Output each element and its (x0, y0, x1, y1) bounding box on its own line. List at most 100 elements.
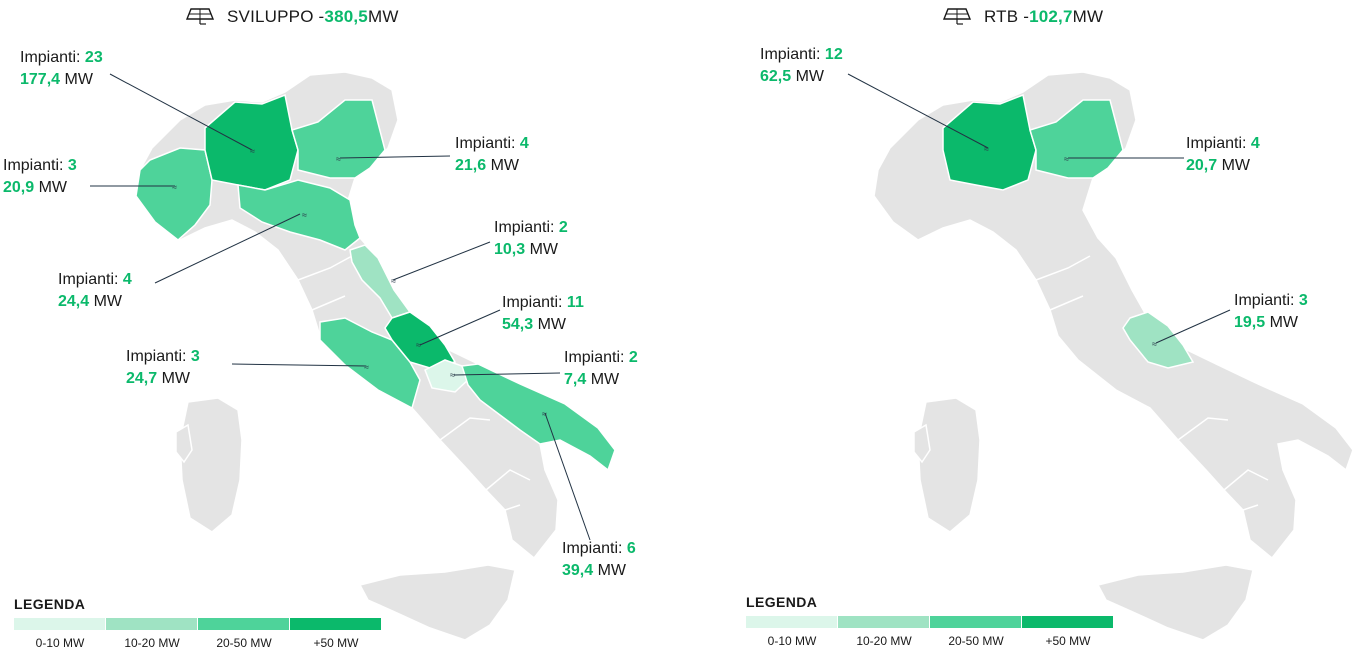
right-map: ≈ ≈ ≈ (847, 71, 1354, 641)
right-title-value: 102,7 (1029, 7, 1073, 26)
callout-unit: MW (791, 68, 825, 85)
solar-marker-icon: ≈ (172, 182, 177, 192)
legend-swatch (106, 618, 197, 630)
callout-impianti: 3 (190, 348, 200, 365)
right-leader-lines (847, 73, 1231, 344)
callout-label: Impianti: (562, 540, 627, 557)
callout-unit: MW (486, 157, 520, 174)
callout-mw: 54,3 (502, 316, 534, 333)
left-region-piemonte[interactable] (135, 147, 213, 241)
legend-label: 0-10 MW (35, 636, 85, 650)
callout-mw: 24,7 (126, 370, 158, 387)
callout-unit: MW (1217, 157, 1251, 174)
callout-impianti: 6 (626, 540, 636, 557)
legend-label: 20-50 MW (948, 634, 1004, 648)
right-title-prefix: RTB - (984, 7, 1030, 26)
solar-marker-icon: ≈ (416, 340, 421, 350)
left-region-veneto[interactable] (291, 99, 386, 179)
callout-label: Impianti: (455, 135, 520, 152)
right-title-unit: MW (1072, 7, 1104, 26)
callout-puglia: Impianti: 6 39,4 MW (562, 538, 636, 582)
callout-emilia-romagna: Impianti: 4 24,4 MW (58, 269, 132, 313)
callout-unit: MW (1265, 314, 1299, 331)
callout-impianti: 4 (1250, 135, 1260, 152)
callout-label: Impianti: (494, 219, 559, 236)
left-title-value: 380,5 (324, 7, 368, 26)
callout-label: Impianti: (564, 349, 629, 366)
callout-lazio: Impianti: 3 24,7 MW (126, 346, 200, 390)
callout-mw: 10,3 (494, 241, 526, 258)
solar-panel-icon (942, 8, 972, 25)
right-legend: LEGENDA 0-10 MW 10-20 MW 20-50 MW +50 MW (746, 594, 1114, 648)
left-region-lazio[interactable] (319, 317, 421, 410)
solar-marker-icon: ≈ (984, 144, 989, 154)
callout-mw: 21,6 (455, 157, 487, 174)
callout-mw: 177,4 (20, 71, 61, 88)
callout-mw: 19,5 (1234, 314, 1266, 331)
callout-unit: MW (525, 241, 559, 258)
solar-marker-icon: ≈ (336, 154, 341, 164)
legend-swatch (290, 618, 381, 630)
legend-label: +50 MW (1045, 634, 1091, 648)
callout-unit: MW (157, 370, 191, 387)
left-region-lombardia[interactable] (204, 93, 299, 191)
callout-mw: 20,7 (1186, 157, 1218, 174)
right-region-lombardia[interactable] (942, 93, 1037, 191)
callout-label: Impianti: (1186, 135, 1251, 152)
callout-unit: MW (89, 293, 123, 310)
callout-impianti: 4 (519, 135, 529, 152)
legend-label: 10-20 MW (124, 636, 180, 650)
callout-mw: 39,4 (562, 562, 594, 579)
callout-mw: 20,9 (3, 179, 35, 196)
callout-unit: MW (586, 371, 620, 388)
callout-impianti: 23 (84, 49, 103, 66)
callout-label: Impianti: (760, 46, 825, 63)
legend-labels: 0-10 MW 10-20 MW 20-50 MW +50 MW (14, 636, 382, 650)
callout-molise: Impianti: 2 7,4 MW (564, 347, 638, 391)
left-title-prefix: SVILUPPO - (227, 7, 325, 26)
legend-label: 20-50 MW (216, 636, 272, 650)
callout-label: Impianti: (3, 157, 68, 174)
left-region-puglia[interactable] (461, 363, 616, 472)
callout-impianti: 3 (1298, 292, 1308, 309)
solar-marker-icon: ≈ (302, 210, 307, 220)
callout-mw: 7,4 (564, 371, 587, 388)
legend-swatch (14, 618, 105, 630)
callout-rtb-abruzzo: Impianti: 3 19,5 MW (1234, 290, 1308, 334)
callout-impianti: 2 (628, 349, 638, 366)
legend-swatch (1022, 616, 1113, 628)
right-region-markers: ≈ ≈ ≈ (984, 144, 1157, 349)
callout-impianti: 2 (558, 219, 568, 236)
callout-abruzzo: Impianti: 11 54,3 MW (502, 292, 584, 336)
solar-marker-icon: ≈ (1064, 154, 1069, 164)
right-region-abruzzo[interactable] (1122, 311, 1195, 369)
callout-label: Impianti: (20, 49, 85, 66)
left-map: ≈ ≈ ≈ ≈ ≈ ≈ ≈ ≈ ≈ (90, 71, 616, 641)
callout-unit: MW (60, 71, 93, 88)
legend-label: 10-20 MW (856, 634, 912, 648)
callout-unit: MW (533, 316, 567, 333)
legend-swatch (198, 618, 289, 630)
legend-title: LEGENDA (14, 596, 86, 612)
legend-label: 0-10 MW (767, 634, 817, 648)
callout-rtb-lombardia: Impianti: 12 62,5 MW (760, 44, 843, 88)
solar-marker-icon: ≈ (250, 146, 255, 156)
solar-marker-icon: ≈ (542, 409, 547, 419)
callout-rtb-veneto: Impianti: 4 20,7 MW (1186, 133, 1260, 177)
callout-unit: MW (34, 179, 68, 196)
legend-bars (746, 616, 1114, 628)
legend-bars (14, 618, 382, 630)
legend-labels: 0-10 MW 10-20 MW 20-50 MW +50 MW (746, 634, 1114, 648)
legend-swatch (930, 616, 1021, 628)
legend-swatch (746, 616, 837, 628)
right-panel-title: RTB - 102,7 MW (942, 6, 1103, 28)
callout-label: Impianti: (1234, 292, 1299, 309)
callout-unit: MW (593, 562, 627, 579)
callout-impianti: 12 (824, 46, 843, 63)
left-leader-lines (90, 73, 591, 541)
left-legend: LEGENDA 0-10 MW 10-20 MW 20-50 MW +50 MW (14, 596, 382, 650)
callout-lombardia: Impianti: 23 177,4 MW (20, 47, 103, 91)
callout-impianti: 11 (566, 294, 584, 311)
left-panel-title: SVILUPPO - 380,5 MW (185, 6, 399, 28)
